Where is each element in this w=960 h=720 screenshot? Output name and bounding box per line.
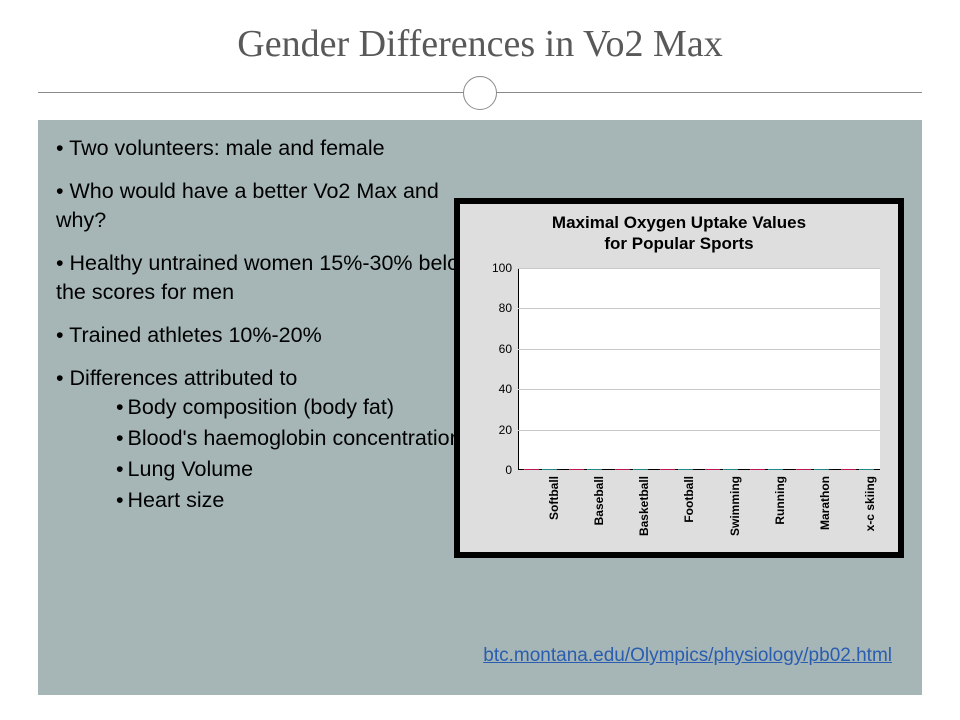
- chart-bar: [814, 469, 829, 470]
- bullet-label: Differences attributed to: [70, 366, 298, 390]
- chart-bar: [587, 469, 602, 470]
- chart-bar: [768, 469, 783, 470]
- chart-bar: [524, 469, 539, 470]
- chart-bar-group: [841, 469, 874, 470]
- chart-inner: Maximal Oxygen Uptake Values for Popular…: [460, 204, 898, 552]
- chart-x-tick-label: Football: [682, 476, 696, 523]
- chart-bar: [633, 469, 648, 470]
- slide: Gender Differences in Vo2 Max Two volunt…: [0, 0, 960, 720]
- chart-bar: [660, 469, 675, 470]
- chart-y-tick-label: 80: [499, 301, 512, 315]
- chart-bar: [859, 469, 874, 470]
- chart-y-tick-label: 100: [492, 261, 512, 275]
- chart-title-line1: Maximal Oxygen Uptake Values: [552, 213, 806, 232]
- sub-bullet-item: Blood's haemoglobin concentration: [116, 424, 486, 453]
- chart-bar: [615, 469, 630, 470]
- content-panel: Two volunteers: male and female Who woul…: [38, 120, 922, 695]
- chart-y-tick-label: 40: [499, 382, 512, 396]
- chart-y-tick-label: 60: [499, 342, 512, 356]
- bullet-list: Two volunteers: male and female Who woul…: [56, 134, 486, 515]
- chart-y-axis: [518, 268, 519, 470]
- chart-bar: [542, 469, 557, 470]
- bullet-item: Who would have a better Vo2 Max and why?: [56, 177, 486, 235]
- chart-panel: Maximal Oxygen Uptake Values for Popular…: [454, 198, 904, 558]
- chart-title-line2: for Popular Sports: [604, 234, 753, 253]
- chart-plot-area: 020406080100SoftballBaseballBasketballFo…: [518, 268, 880, 470]
- chart-bar: [569, 469, 584, 470]
- chart-bar-group: [796, 469, 829, 470]
- chart-y-tick-label: 0: [505, 463, 512, 477]
- bullet-item: Trained athletes 10%-20%: [56, 321, 486, 350]
- chart-bar: [723, 469, 738, 470]
- chart-bar-group: [705, 469, 738, 470]
- bullet-item: Healthy untrained women 15%-30% below th…: [56, 249, 486, 307]
- chart-bar: [841, 469, 856, 470]
- sub-bullet-item: Body composition (body fat): [116, 393, 486, 422]
- source-link[interactable]: btc.montana.edu/Olympics/physiology/pb02…: [483, 645, 892, 667]
- divider-circle-icon: [463, 76, 497, 110]
- chart-gridline: [518, 389, 880, 390]
- chart-x-tick-label: Marathon: [818, 476, 832, 530]
- chart-bar-group: [660, 469, 693, 470]
- chart-x-tick-label: x-c skiing: [863, 476, 877, 531]
- chart-bar-group: [569, 469, 602, 470]
- chart-x-tick-label: Running: [773, 476, 787, 525]
- chart-x-tick-label: Swimming: [728, 476, 742, 536]
- title-divider: [38, 74, 922, 114]
- chart-gridline: [518, 430, 880, 431]
- chart-bar: [796, 469, 811, 470]
- sub-bullet-list: Body composition (body fat) Blood's haem…: [56, 393, 486, 515]
- chart-bar: [678, 469, 693, 470]
- chart-bar-group: [615, 469, 648, 470]
- chart-x-tick-label: Baseball: [592, 476, 606, 525]
- chart-title: Maximal Oxygen Uptake Values for Popular…: [460, 204, 898, 255]
- chart-y-tick-label: 20: [499, 423, 512, 437]
- chart-bar: [705, 469, 720, 470]
- chart-bar-group: [524, 469, 557, 470]
- sub-bullet-item: Heart size: [116, 486, 486, 515]
- chart-gridline: [518, 268, 880, 269]
- bullet-item: Differences attributed to Body compositi…: [56, 364, 486, 515]
- chart-plot-bg: [518, 268, 880, 470]
- chart-x-tick-label: Softball: [547, 476, 561, 520]
- bullet-item: Two volunteers: male and female: [56, 134, 486, 163]
- chart-bar: [750, 469, 765, 470]
- chart-x-tick-label: Basketball: [637, 476, 651, 536]
- chart-gridline: [518, 308, 880, 309]
- chart-gridline: [518, 349, 880, 350]
- chart-bar-group: [750, 469, 783, 470]
- sub-bullet-item: Lung Volume: [116, 455, 486, 484]
- page-title: Gender Differences in Vo2 Max: [38, 22, 922, 66]
